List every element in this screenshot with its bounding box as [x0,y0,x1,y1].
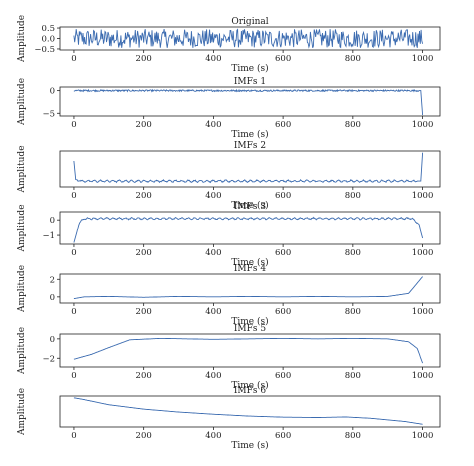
x-tick-label: 600 [275,371,291,381]
panel-title: IMFs 4 [234,264,266,274]
x-axis-label: Time (s) [231,257,268,268]
x-tick-label: 600 [275,248,291,258]
y-axis-label: Amplitude [17,265,27,313]
x-tick-label: 400 [205,248,221,258]
x-tick-label: 1000 [412,191,434,201]
x-axis-label: Time (s) [231,380,268,391]
plot-frame [59,333,441,368]
y-tick-label: 0 [50,335,55,345]
x-tick-label: 1000 [412,307,434,317]
x-tick-label: 800 [345,431,361,441]
x-tick-label: 400 [205,431,221,441]
series-line [73,276,423,300]
x-tick-label: 0 [71,54,76,64]
series-line [73,216,424,243]
panel-4: IMFs 3 0 200 400 600 800 1000 −1 0 Time (s) Amplit… [17,202,441,268]
panel-1: Original 0 200 400 600 800 1000 −0.50.00.5 Time … [17,15,441,74]
x-tick-label: 400 [205,54,221,64]
panel-title: IMFs 3 [234,202,266,212]
series-line [73,28,424,49]
x-tick-label: 0 [71,371,76,381]
panel-6: IMFs 5 0 200 400 600 800 1000 −2 0 Time (s) Amplit… [17,324,441,391]
x-tick-label: 200 [136,120,152,130]
panel-title: IMFs 5 [234,324,266,334]
panel-5: IMFs 4 0 200 400 600 800 1000 0 2 Time (s) Amplitu… [17,264,441,327]
series-line [73,88,424,116]
series-line [73,397,423,425]
plot-frame [59,86,441,117]
x-tick-label: 200 [136,307,152,317]
x-axis-label: Time (s) [231,200,268,211]
panel-title: IMFs 6 [234,386,266,396]
y-tick-label: 0 [50,216,55,226]
panel-3: IMFs 2 0 200 400 600 800 1000 Time (s) Amplitude [17,141,441,211]
x-tick-label: 0 [71,431,76,441]
x-axis-label: Time (s) [231,63,268,74]
x-axis-label: Time (s) [231,440,268,451]
y-tick-label: −2 [42,354,55,364]
series-line [73,152,424,184]
x-tick-label: 1000 [412,120,434,130]
panel-7: IMFs 6 0 200 400 600 800 1000 Time (s) Amplitude [17,386,441,451]
panel-2: IMFs 1 0 200 400 600 800 1000 −5 0 Time (s) Amplit… [17,77,441,140]
x-tick-label: 0 [71,307,76,317]
y-axis-label: Amplitude [17,145,27,193]
x-tick-label: 200 [136,191,152,201]
x-tick-label: 200 [136,371,152,381]
y-tick-label: 2 [50,275,55,285]
x-tick-label: 800 [345,248,361,258]
x-tick-label: 600 [275,191,291,201]
x-tick-label: 400 [205,191,221,201]
x-axis-label: Time (s) [231,129,268,140]
x-tick-label: 800 [345,191,361,201]
y-tick-label: −5 [42,109,55,119]
x-tick-label: 800 [345,120,361,130]
x-tick-label: 600 [275,120,291,130]
plot-frame [59,395,441,428]
y-tick-label: 0 [50,87,55,97]
panel-title: IMFs 2 [234,141,266,151]
x-tick-label: 1000 [412,371,434,381]
x-tick-label: 600 [275,307,291,317]
y-tick-label: 0.0 [41,35,55,45]
y-axis-label: Amplitude [17,204,27,252]
plot-frame [59,273,441,304]
y-axis-label: Amplitude [17,78,27,126]
x-tick-label: 600 [275,54,291,64]
x-tick-label: 600 [275,431,291,441]
y-tick-label: 0.5 [41,24,55,34]
x-tick-label: 800 [345,307,361,317]
x-axis-label: Time (s) [231,316,268,327]
y-tick-label: −1 [42,231,55,241]
x-tick-label: 1000 [412,54,434,64]
x-tick-label: 400 [205,371,221,381]
x-tick-label: 200 [136,431,152,441]
x-tick-label: 0 [71,120,76,130]
x-tick-label: 0 [71,248,76,258]
series-line [73,337,424,364]
panel-title: Original [231,17,268,27]
x-tick-label: 0 [71,191,76,201]
x-tick-label: 800 [345,54,361,64]
panel-title: IMFs 1 [234,77,266,87]
x-tick-label: 400 [205,120,221,130]
x-tick-label: 200 [136,248,152,258]
y-axis-label: Amplitude [17,388,27,436]
x-tick-label: 800 [345,371,361,381]
y-axis-label: Amplitude [17,15,27,63]
plot-frame [59,150,441,188]
x-tick-label: 1000 [412,431,434,441]
x-tick-label: 400 [205,307,221,317]
y-tick-label: −0.5 [34,45,55,55]
y-axis-label: Amplitude [17,327,27,375]
x-tick-label: 1000 [412,248,434,258]
x-tick-label: 200 [136,54,152,64]
y-tick-label: 0 [50,293,55,303]
plot-frame [59,211,441,245]
